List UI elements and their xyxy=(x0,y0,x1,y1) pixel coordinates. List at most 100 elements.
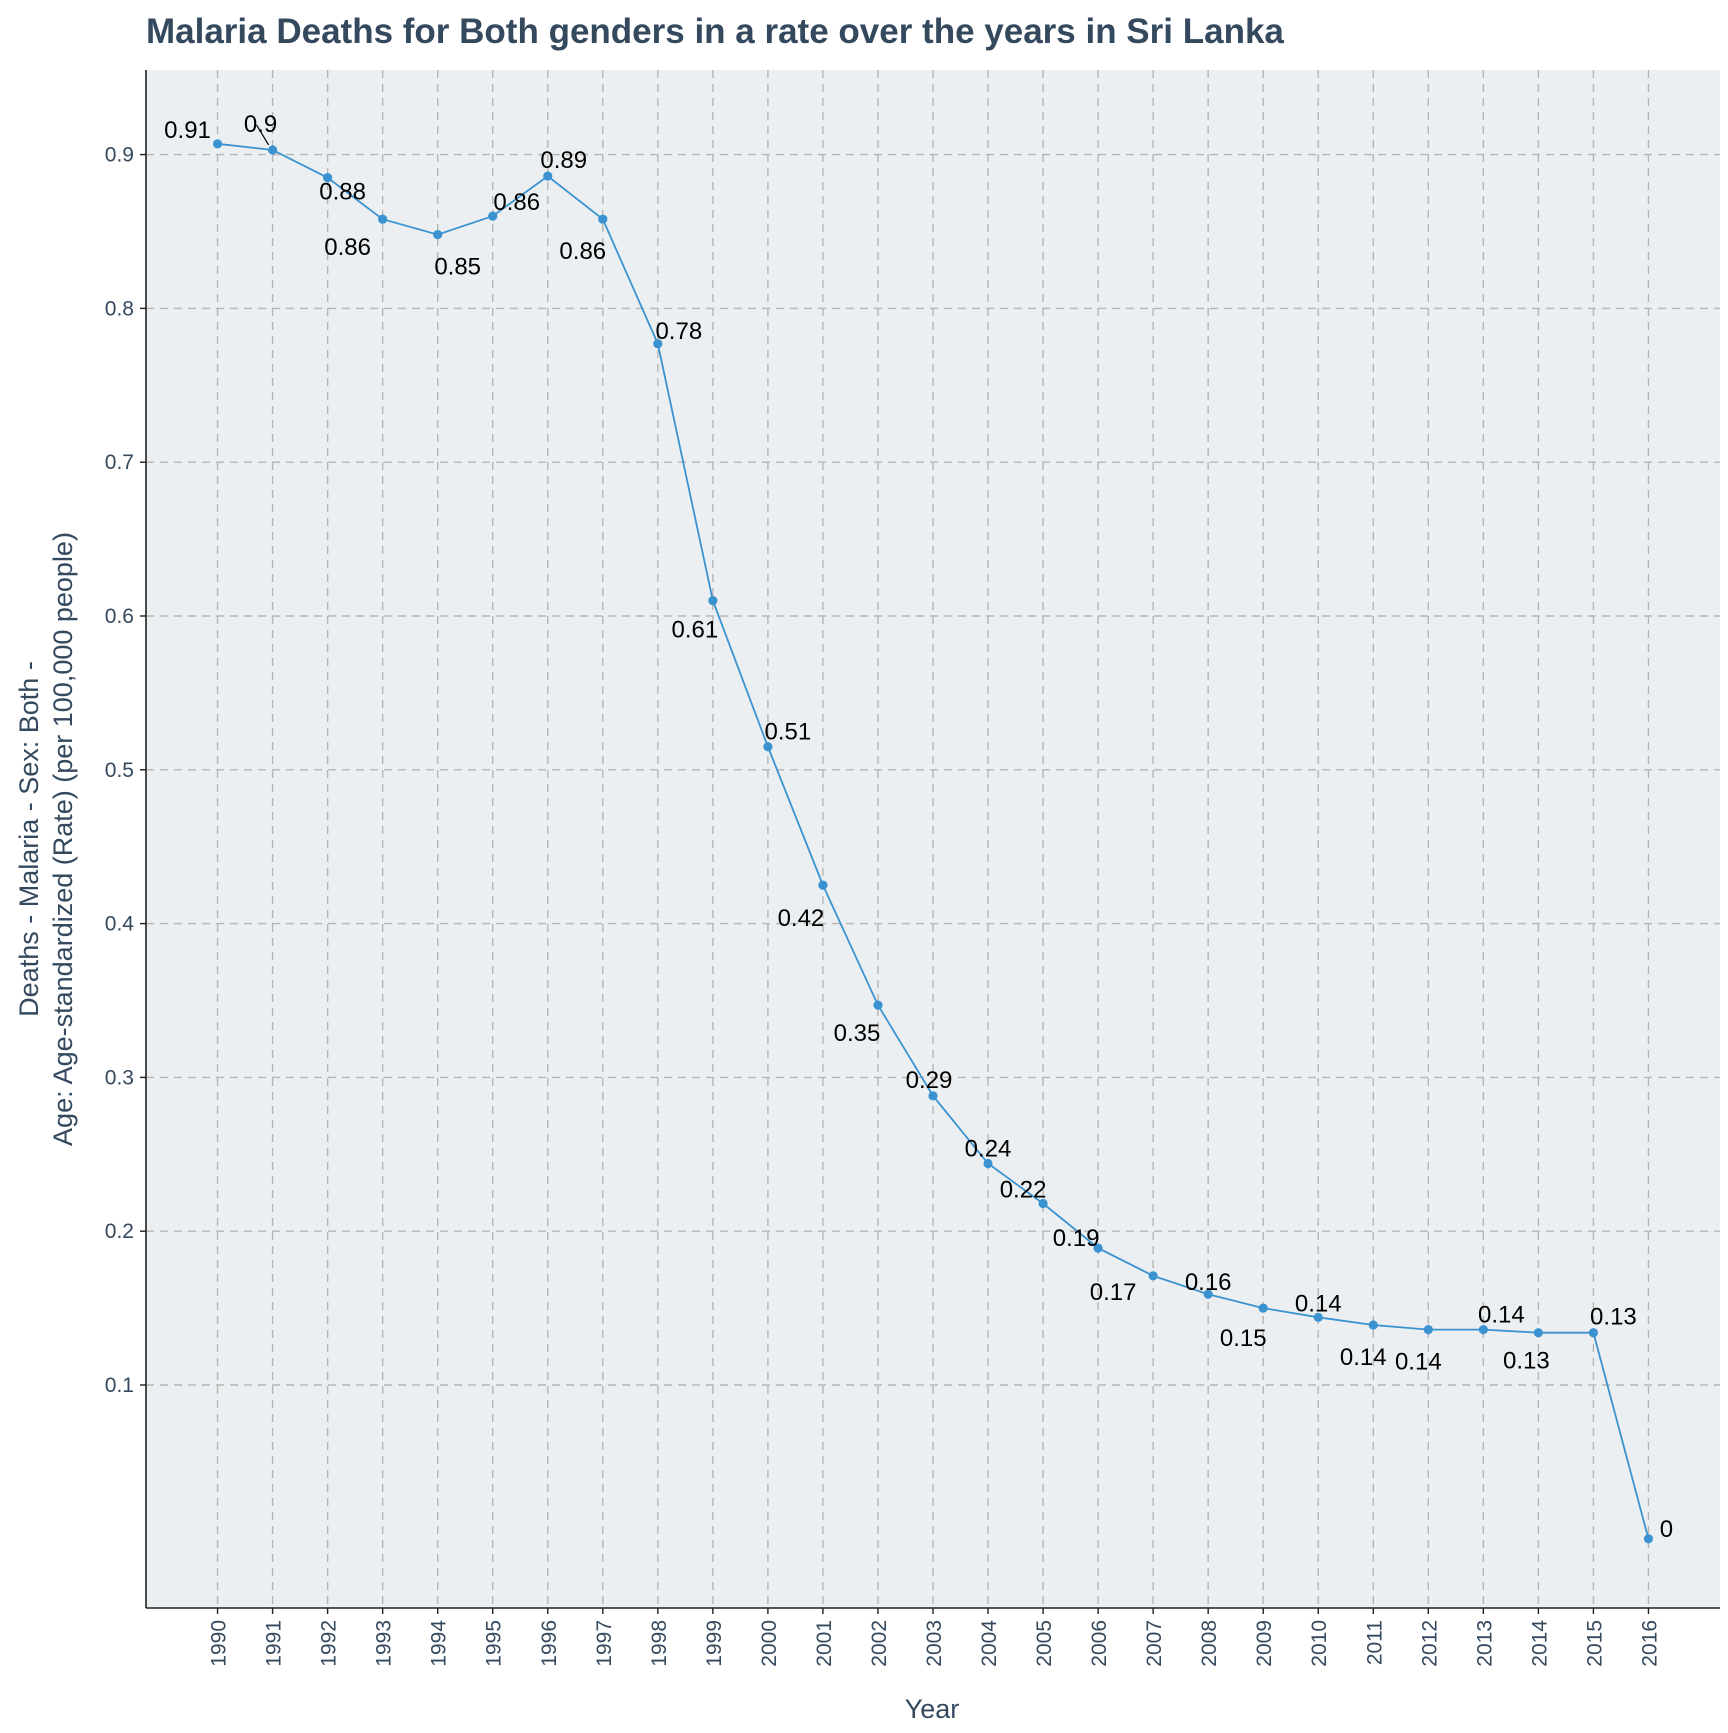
data-point xyxy=(1588,1328,1599,1338)
x-tick-label: 1996 xyxy=(538,1620,561,1667)
data-point xyxy=(928,1091,938,1101)
data-point xyxy=(873,1000,883,1010)
y-axis-title-line2: Age: Age-standardized (Rate) (per 100,00… xyxy=(48,532,78,1146)
x-tick-label: 2014 xyxy=(1528,1620,1551,1667)
data-point xyxy=(1148,1271,1158,1281)
y-tick-label: 0.8 xyxy=(105,297,134,320)
data-point xyxy=(323,173,333,183)
y-tick-label: 0.2 xyxy=(105,1220,134,1243)
data-label: 0.35 xyxy=(834,1020,881,1047)
x-tick-label: 2006 xyxy=(1088,1620,1111,1667)
y-tick-label: 0.1 xyxy=(105,1374,134,1397)
x-tick-label: 2005 xyxy=(1033,1620,1056,1667)
data-label: 0.14 xyxy=(1340,1344,1387,1371)
y-axis-title-line1: Deaths - Malaria - Sex: Both - xyxy=(14,661,44,1017)
x-tick-label: 2009 xyxy=(1253,1620,1276,1667)
data-point xyxy=(598,214,608,224)
x-tick-label: 1998 xyxy=(648,1620,671,1667)
data-point xyxy=(1203,1289,1213,1299)
x-tick-label: 1990 xyxy=(208,1620,231,1667)
data-point xyxy=(1258,1303,1268,1313)
data-point xyxy=(1038,1198,1048,1209)
x-tick-label: 2002 xyxy=(868,1620,891,1667)
x-tick-label: 1993 xyxy=(373,1620,396,1667)
data-label: 0.14 xyxy=(1478,1302,1525,1329)
data-point xyxy=(543,171,553,181)
data-point xyxy=(653,339,663,349)
x-tick-label: 1991 xyxy=(263,1620,286,1667)
data-point xyxy=(763,742,773,752)
x-tick-label: 1995 xyxy=(483,1620,506,1667)
y-tick-label: 0.4 xyxy=(105,913,135,936)
data-label: 0.15 xyxy=(1220,1325,1267,1352)
x-tick-label: 2010 xyxy=(1308,1620,1331,1667)
x-tick-label: 1994 xyxy=(428,1620,451,1667)
grid-lines xyxy=(146,70,1720,1608)
y-tick-label: 0.9 xyxy=(105,144,134,167)
data-point xyxy=(1643,1534,1654,1544)
data-label: 0.42 xyxy=(778,905,825,932)
data-label: 0.85 xyxy=(434,254,481,281)
data-label: 0.86 xyxy=(493,189,540,216)
data-point xyxy=(1533,1328,1543,1338)
data-label: 0.13 xyxy=(1503,1348,1550,1375)
x-tick-label: 2003 xyxy=(923,1620,946,1667)
data-label: 0.86 xyxy=(324,234,371,261)
y-tick-label: 0.5 xyxy=(105,759,134,782)
x-tick-label: 1999 xyxy=(703,1620,726,1667)
data-point xyxy=(488,211,498,221)
data-label: 0.51 xyxy=(765,719,812,746)
data-label: 0.14 xyxy=(1295,1290,1342,1317)
data-point xyxy=(433,229,443,240)
data-label: 0.61 xyxy=(672,617,719,644)
x-tick-label: 2011 xyxy=(1363,1620,1386,1665)
x-tick-label: 2013 xyxy=(1473,1620,1496,1667)
data-point xyxy=(1478,1325,1488,1335)
x-tick-label: 2001 xyxy=(813,1620,836,1667)
data-point xyxy=(267,145,278,155)
data-label: 0.91 xyxy=(164,117,211,144)
x-tick-label: 2004 xyxy=(978,1620,1001,1667)
x-tick-label: 2015 xyxy=(1583,1620,1606,1667)
data-label: 0.22 xyxy=(1000,1177,1047,1204)
data-label: 0.78 xyxy=(655,318,702,345)
data-label: 0.29 xyxy=(906,1067,953,1094)
data-label: 0.24 xyxy=(965,1136,1012,1163)
data-label: 0.16 xyxy=(1185,1269,1232,1296)
data-label: 0.13 xyxy=(1590,1304,1637,1331)
data-point xyxy=(708,596,718,606)
data-label: 0 xyxy=(1660,1516,1673,1543)
data-label: 0.19 xyxy=(1053,1225,1100,1252)
x-axis-title: Year xyxy=(905,1694,960,1724)
x-tick-label: 2012 xyxy=(1418,1620,1441,1667)
x-tick-label: 2008 xyxy=(1198,1620,1221,1667)
data-labels: 0.91 0.90.880.860.850.860.890.860.780.610… xyxy=(164,111,1673,1543)
data-point xyxy=(212,139,223,149)
data-point xyxy=(1093,1243,1103,1253)
data-label: 0.17 xyxy=(1090,1279,1137,1306)
data-point xyxy=(818,880,828,890)
data-point xyxy=(983,1158,993,1169)
data-point xyxy=(1423,1325,1433,1335)
y-tick-label: 0.3 xyxy=(105,1066,134,1089)
data-point xyxy=(378,214,388,224)
data-point xyxy=(1313,1312,1323,1322)
data-label: 0.9 xyxy=(244,111,277,138)
y-tick-label: 0.7 xyxy=(105,451,134,474)
chart-title: Malaria Deaths for Both genders in a rat… xyxy=(146,12,1284,51)
data-label: 0.14 xyxy=(1395,1349,1442,1376)
axes: 0.1 0.2 0.3 0.4 0.5 0.6 0.7 0.8 0.9 1990 1991 1992 1… xyxy=(105,70,1720,1667)
x-tick-label: 2007 xyxy=(1143,1620,1166,1667)
x-tick-label: 2000 xyxy=(758,1620,781,1667)
x-tick-label: 1992 xyxy=(318,1620,341,1667)
data-series xyxy=(212,139,1654,1544)
label-leader-line xyxy=(256,124,270,146)
y-tick-label: 0.6 xyxy=(105,605,134,628)
data-label: 0.89 xyxy=(540,147,587,174)
data-point xyxy=(1368,1320,1378,1330)
data-label: 0.88 xyxy=(319,179,366,206)
x-tick-label: 2016 xyxy=(1638,1620,1661,1667)
x-tick-label: 1997 xyxy=(593,1620,616,1667)
